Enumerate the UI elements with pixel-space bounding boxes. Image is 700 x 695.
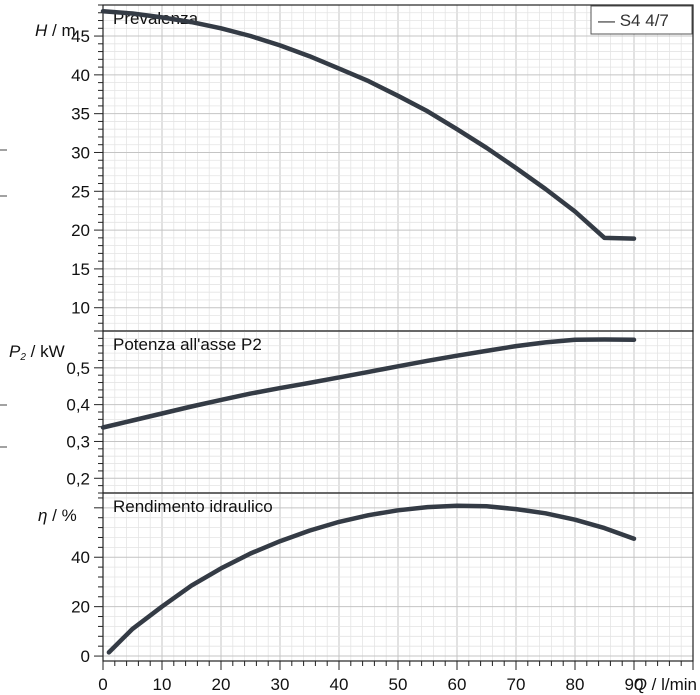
- x-tick-label: 90: [625, 675, 644, 694]
- series-line-efficiency: [106, 503, 637, 655]
- series-line-power: [100, 337, 637, 430]
- head-axis-label: H / m: [35, 21, 76, 40]
- x-tick-label: 0: [98, 675, 107, 694]
- y-tick-label: 25: [71, 182, 90, 201]
- y-tick-label: 0: [81, 647, 90, 666]
- x-tick-label: 20: [212, 675, 231, 694]
- efficiency-axis-label: η / %: [38, 506, 77, 525]
- power-panel-title: Potenza all'asse P2: [113, 335, 262, 354]
- left-margin-marks: [0, 149, 7, 448]
- legend-box: [590, 5, 693, 35]
- panel-efficiency: Rendimento idraulico 0 20 40 η / %: [38, 492, 694, 666]
- x-axis: Q / l/min 0 10 20 30 40 50 60 70 80 90: [98, 661, 697, 694]
- y-tick-label: 15: [71, 260, 90, 279]
- x-tick-label: 50: [389, 675, 408, 694]
- y-tick-label: 0,2: [66, 469, 90, 488]
- efficiency-panel-title: Rendimento idraulico: [113, 497, 273, 516]
- series-line-head: [100, 8, 637, 241]
- legend: — S4 4/7: [590, 5, 693, 35]
- y-tick-label: 45: [71, 27, 90, 46]
- x-tick-label: 70: [507, 675, 526, 694]
- x-tick-label: 80: [566, 675, 585, 694]
- y-tick-label: 10: [71, 299, 90, 318]
- y-tick-label: 30: [71, 143, 90, 162]
- y-tick-label: 40: [71, 66, 90, 85]
- legend-entry: — S4 4/7: [598, 11, 669, 30]
- x-tick-label: 60: [448, 675, 467, 694]
- y-tick-label: 20: [71, 598, 90, 617]
- y-tick-label: 40: [71, 548, 90, 567]
- x-tick-label: 30: [271, 675, 290, 694]
- x-tick-label: 10: [153, 675, 172, 694]
- y-tick-label: 20: [71, 221, 90, 240]
- y-tick-label: 0,3: [66, 432, 90, 451]
- y-tick-label: 0,5: [66, 359, 90, 378]
- power-axis-label: P2 / kW: [9, 342, 65, 363]
- y-tick-label: 0,4: [66, 396, 90, 415]
- x-tick-label: 40: [330, 675, 349, 694]
- y-tick-label: 35: [71, 105, 90, 124]
- x-axis-label: Q / l/min: [634, 675, 697, 694]
- panel-power: Potenza all'asse P2 0,2 0,3 0,4 0,5 P2 / kW: [9, 330, 694, 494]
